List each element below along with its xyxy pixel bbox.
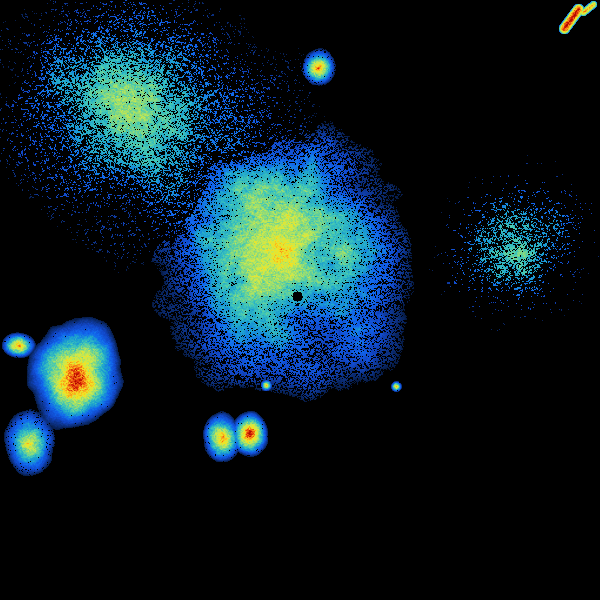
radar-reflectivity-canvas (0, 0, 600, 600)
radar-reflectivity-image: Base Reflectivity dBZ (0, 0, 600, 600)
